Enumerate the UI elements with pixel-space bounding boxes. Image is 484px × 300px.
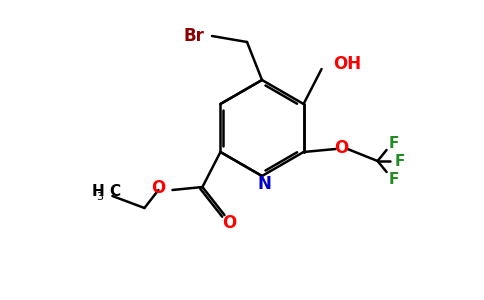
- Text: O: O: [334, 139, 348, 157]
- Text: N: N: [257, 175, 271, 193]
- Text: F: F: [388, 136, 399, 151]
- Text: H: H: [91, 184, 105, 199]
- Text: O: O: [151, 179, 166, 197]
- Text: F: F: [394, 154, 405, 169]
- Text: O: O: [222, 214, 237, 232]
- Text: C: C: [109, 184, 121, 199]
- Text: F: F: [388, 172, 399, 187]
- Text: OH: OH: [333, 55, 362, 73]
- Text: 3: 3: [96, 192, 103, 202]
- Text: Br: Br: [183, 27, 204, 45]
